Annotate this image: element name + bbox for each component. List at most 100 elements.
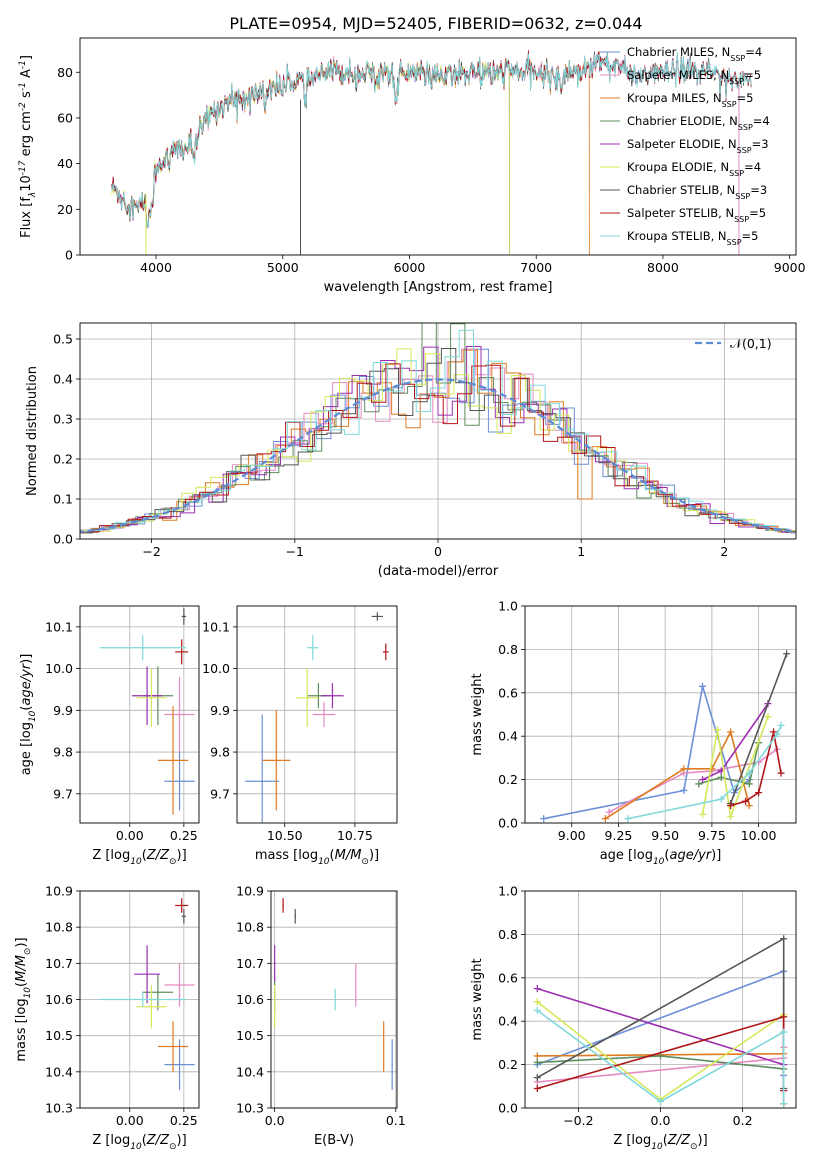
y-tick-label: 0.8	[498, 927, 518, 942]
y-tick-label: 10.1	[45, 619, 73, 634]
label-segment: 10	[130, 1142, 142, 1152]
marker-chabrier-elodie	[745, 780, 753, 788]
point-kroupa-stelib	[311, 646, 314, 649]
x-tick-label: 10.00	[741, 828, 777, 843]
axes-frame	[524, 605, 797, 824]
legend-entry: Salpeter STELIB, NSSP=5	[627, 206, 766, 224]
marker-kroupa-miles	[708, 765, 716, 773]
x-tick-label: 10.50	[267, 828, 303, 843]
y-tick-label: 0.6	[498, 685, 518, 700]
label-segment: Salpeter MILES, N	[627, 68, 729, 82]
label-segment: Z/Z	[146, 1133, 170, 1148]
point-salpeter-miles	[323, 713, 325, 716]
x-axis-label: Z [log10(Z/Z⊙)]	[613, 1133, 707, 1152]
x-tick-label: 0.00	[116, 1113, 144, 1128]
y-axis-label: age [log10(age/yr)]	[19, 654, 38, 776]
x-tick-label: −1	[286, 544, 304, 559]
label-segment: (	[142, 848, 147, 863]
label-segment: wavelength [Angstrom, rest frame]	[324, 280, 553, 295]
label-segment: )]	[177, 848, 187, 863]
x-tick-label: 0.25	[170, 1113, 198, 1128]
marker-salpeter-stelib	[780, 1013, 788, 1021]
y-tick-label: 0.6	[498, 970, 518, 985]
label-segment: 10	[19, 175, 34, 192]
y-tick-label: 1.0	[498, 599, 518, 614]
label-segment: mass weight	[470, 673, 485, 755]
y-tick-label: 10.6	[45, 992, 73, 1007]
y-tick-label: 10.9	[236, 884, 264, 899]
label-segment: 10	[23, 987, 33, 999]
y-tick-label: 10.0	[202, 661, 230, 676]
label-segment: M/M	[335, 848, 362, 863]
label-segment: mass weight	[470, 958, 485, 1040]
y-tick-label: 0.5	[53, 332, 73, 347]
axes-frame	[79, 605, 200, 824]
marker-chabrier-miles	[699, 682, 707, 690]
legend-entry: Salpeter ELODIE, NSSP=3	[627, 137, 769, 155]
x-tick-label: −2	[142, 544, 160, 559]
point-salpeter-miles	[178, 984, 181, 986]
label-segment: s	[19, 91, 34, 102]
marker-chabrier-stelib	[533, 1074, 541, 1082]
label-segment: -2	[18, 102, 28, 111]
label-segment: age [log	[600, 848, 653, 863]
label-segment: )]	[698, 1133, 708, 1148]
label-segment: =4	[744, 160, 761, 174]
label-segment: (	[664, 848, 669, 863]
marker-kroupa-elodie	[727, 812, 735, 820]
x-tick-label: 0.1	[386, 1113, 406, 1128]
label-segment: Chabrier MILES, N	[627, 45, 730, 59]
marker-kroupa-stelib	[773, 730, 781, 738]
y-tick-label: 80	[57, 65, 73, 80]
label-segment: )]	[711, 848, 721, 863]
y-tick-label: 0	[65, 248, 73, 263]
label-segment: ⊙	[690, 1142, 698, 1152]
label-segment: 10	[318, 857, 330, 867]
marker-chabrier-elodie	[695, 780, 703, 788]
y-axis-label: mass weight	[470, 958, 485, 1040]
axes-age-vs-Z: 0.00 0.259.79.89.910.010.1Z [log10(Z/Z⊙)]…	[19, 605, 200, 867]
label-segment: =5	[737, 91, 754, 105]
label-segment: Normed distribution	[25, 366, 40, 496]
label-segment: Salpeter ELODIE, N	[627, 137, 737, 151]
marker-chabrier-elodie	[717, 773, 725, 781]
y-tick-label: 10.8	[45, 920, 73, 935]
point-kroupa-miles	[382, 1045, 385, 1048]
histogram-salpeter-elodie	[80, 346, 796, 534]
marker-kroupa-stelib	[780, 1028, 788, 1036]
x-tick-label: 1	[577, 544, 585, 559]
marker-kroupa-miles	[727, 728, 735, 736]
label-segment: )]	[369, 848, 379, 863]
label-segment: Kroupa MILES, N	[627, 91, 722, 105]
legend-entry: Salpeter MILES, NSSP=5	[627, 68, 761, 86]
x-tick-label: 10.75	[337, 828, 373, 843]
plot-area-mass-vs-ebv	[273, 898, 393, 1090]
point-salpeter-elodie	[146, 694, 148, 697]
y-tick-label: 10.9	[45, 884, 73, 899]
label-segment: Z/Z	[146, 848, 170, 863]
marker-kroupa-miles	[533, 1052, 541, 1060]
y-tick-label: 10.1	[202, 619, 230, 634]
histogram-salpeter-stelib	[80, 363, 796, 534]
point-chabrier-miles	[178, 780, 181, 783]
y-tick-label: 10.3	[236, 1101, 264, 1116]
marker-salpeter-elodie	[533, 985, 541, 993]
axes-frame	[79, 37, 797, 256]
label-segment: mass [log	[14, 998, 29, 1061]
spectrum-line-chabrier-elodie	[111, 56, 510, 255]
x-tick-label: 4000	[140, 260, 172, 275]
point-kroupa-elodie	[306, 697, 308, 699]
label-segment: )]	[19, 654, 34, 664]
point-kroupa-miles	[172, 759, 174, 762]
gaussian-curve	[80, 378, 796, 534]
legend-entry: Chabrier ELODIE, NSSP=4	[627, 114, 770, 132]
x-axis-label: E(B-V)	[314, 1133, 354, 1148]
legend-entry: Chabrier MILES, NSSP=4	[627, 45, 762, 63]
y-axis-label: mass weight	[470, 673, 485, 755]
point-salpeter-miles	[178, 713, 181, 716]
marker-kroupa-stelib	[657, 1097, 664, 1105]
y-tick-label: 0.0	[498, 816, 518, 831]
y-tick-label: 40	[57, 156, 73, 171]
